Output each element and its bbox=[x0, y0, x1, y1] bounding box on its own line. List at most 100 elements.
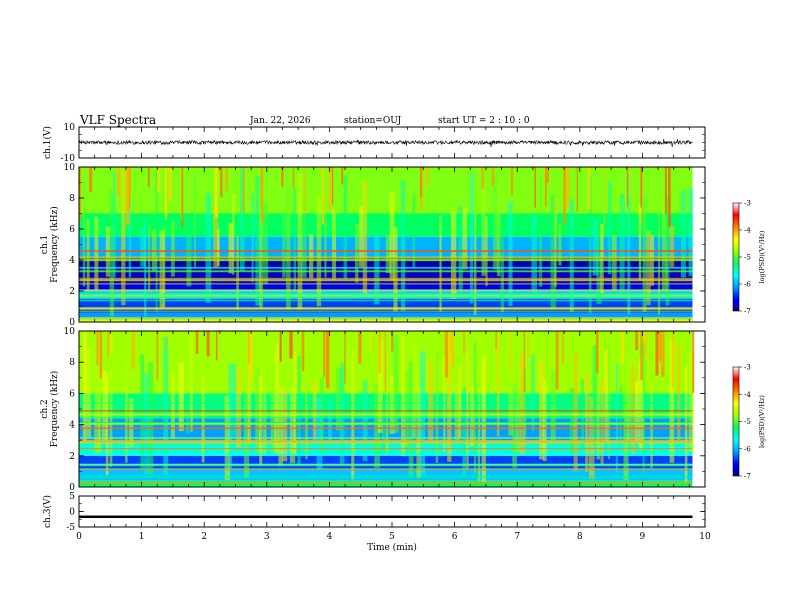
spectrogram-streak bbox=[328, 399, 332, 453]
spectrogram-streak bbox=[297, 173, 303, 310]
spectrogram-streak bbox=[251, 194, 254, 283]
spectrogram-hot-streak bbox=[692, 331, 695, 393]
spectrogram-hot-streak bbox=[79, 167, 81, 223]
x-tick-label: 6 bbox=[452, 532, 458, 542]
spectrogram-hot-streak bbox=[587, 167, 591, 210]
spectrogram-streak bbox=[657, 181, 661, 315]
spectrogram-streak bbox=[634, 380, 640, 443]
spectrogram-hot-streak bbox=[289, 331, 293, 359]
ch3-waveform-line bbox=[79, 515, 693, 519]
spectrogram-hot-streak bbox=[561, 331, 564, 364]
spectrogram-hot-streak bbox=[534, 167, 536, 208]
spectrogram-streak bbox=[362, 380, 368, 461]
spectrogram-streak bbox=[263, 201, 269, 285]
spectrogram-hot-streak bbox=[107, 331, 110, 358]
spectrogram-hot-streak bbox=[225, 167, 229, 191]
spectrogram-streak bbox=[312, 378, 317, 440]
station-label: station=OUJ bbox=[344, 116, 402, 126]
spectrogram-streak bbox=[217, 228, 220, 267]
spectrogram-streak bbox=[163, 337, 169, 475]
spectrogram-hot-streak bbox=[303, 167, 306, 216]
spectrogram-streak bbox=[293, 188, 297, 292]
spectrogram-streak bbox=[401, 180, 406, 311]
start-time-label: start UT = 2 : 10 : 0 bbox=[438, 116, 530, 126]
y-tick-label: 0 bbox=[69, 318, 75, 328]
spectrogram-hot-streak bbox=[481, 167, 484, 190]
spectrogram-hot-streak bbox=[110, 331, 113, 354]
spectrogram-streak bbox=[86, 218, 90, 292]
spectrogram-streak bbox=[125, 360, 128, 463]
spectrogram-streak bbox=[688, 351, 695, 452]
spectrogram-streak bbox=[240, 168, 245, 271]
y-tick-label: 8 bbox=[69, 194, 75, 204]
spectrogram-streak bbox=[458, 365, 462, 439]
spectrogram-streak bbox=[412, 195, 416, 269]
x-tick-label: 5 bbox=[389, 532, 395, 542]
spectrogram-hot-streak bbox=[331, 167, 334, 205]
spectrogram-streak bbox=[309, 234, 314, 279]
spectrogram-streak bbox=[596, 343, 600, 460]
spectrogram-streak bbox=[232, 194, 235, 275]
spectrogram-streak bbox=[148, 361, 154, 475]
spectrogram-hot-streak bbox=[260, 167, 264, 223]
colorbar-label: log(PSD)(V²/Hz) bbox=[758, 395, 766, 448]
spectrogram-streak bbox=[94, 216, 99, 291]
spectrogram-hot-streak bbox=[391, 331, 394, 352]
ch1-ylabel: ch.1(V) bbox=[42, 126, 53, 159]
spectrogram-streak bbox=[642, 341, 645, 474]
colorbar-tick-label: -4 bbox=[744, 227, 751, 235]
spectrogram-hot-streak bbox=[544, 167, 547, 207]
spectrogram-streak bbox=[305, 339, 308, 460]
spectrogram-hot-streak bbox=[358, 331, 362, 364]
spectrogram-streak bbox=[619, 194, 625, 299]
spectrogram-streak bbox=[573, 352, 578, 472]
spectrogram-streak bbox=[94, 354, 100, 454]
spectrogram-streak bbox=[404, 370, 409, 448]
spectrogram-hot-streak bbox=[463, 331, 466, 354]
spectrogram-streak bbox=[627, 171, 631, 315]
chart-title: VLF Spectra bbox=[80, 113, 157, 127]
y-tick-label: 6 bbox=[69, 225, 75, 235]
spectrogram-streak bbox=[450, 211, 457, 299]
spectrogram-streak bbox=[232, 364, 237, 438]
spectrogram-streak bbox=[289, 390, 296, 464]
colorbar-tick-label: -6 bbox=[744, 281, 751, 289]
spectrogram-streak bbox=[470, 172, 474, 304]
spectrogram-streak bbox=[493, 172, 498, 270]
y-tick-label: 2 bbox=[69, 452, 75, 462]
colorbar-tick-label: -6 bbox=[744, 445, 751, 453]
spectrogram-streak bbox=[228, 363, 233, 470]
spectrogram-hot-streak bbox=[491, 167, 495, 186]
spectrogram-streak bbox=[385, 235, 392, 274]
spectrogram-streak bbox=[355, 223, 359, 283]
spectrogram-streak bbox=[680, 189, 686, 278]
spectrogram-streak bbox=[519, 354, 526, 455]
spectrogram-hot-streak bbox=[321, 167, 324, 225]
y-tick-label: 4 bbox=[69, 256, 75, 266]
spectrogram-band bbox=[79, 312, 693, 318]
x-tick-label: 3 bbox=[264, 532, 270, 542]
x-tick-label: 7 bbox=[514, 532, 520, 542]
colorbar-tick-label: -4 bbox=[744, 391, 751, 399]
spectrogram-hot-streak bbox=[369, 331, 372, 353]
spectrogram-streak bbox=[508, 201, 513, 306]
spectrogram-streak bbox=[585, 371, 589, 472]
spectrogram-streak bbox=[592, 219, 598, 276]
spectrogram-hot-streak bbox=[444, 331, 449, 378]
spectrogram-streak bbox=[190, 331, 193, 432]
spectrogram-hot-streak bbox=[206, 331, 210, 357]
spectrogram-hot-streak bbox=[566, 167, 570, 209]
spectrogram-streak bbox=[462, 208, 468, 270]
spectrogram-streak bbox=[98, 333, 102, 453]
spectrogram-hot-streak bbox=[249, 331, 253, 377]
spectrogram-streak bbox=[631, 364, 636, 455]
colorbar-tick-label: -3 bbox=[744, 364, 751, 372]
spectrogram-streak bbox=[282, 214, 286, 278]
ch2-spectrogram-panel: 0 2 4 6 8 10 ch.2 Frequency (kHz) -3 -4 -5 -6 -7 log(… bbox=[40, 327, 766, 493]
spectrogram-streak bbox=[178, 362, 184, 432]
spectrogram-streak bbox=[381, 399, 386, 452]
spectrogram-hot-streak bbox=[621, 331, 625, 364]
spectrogram-streak bbox=[600, 223, 604, 294]
spectrogram-streak bbox=[588, 175, 592, 314]
